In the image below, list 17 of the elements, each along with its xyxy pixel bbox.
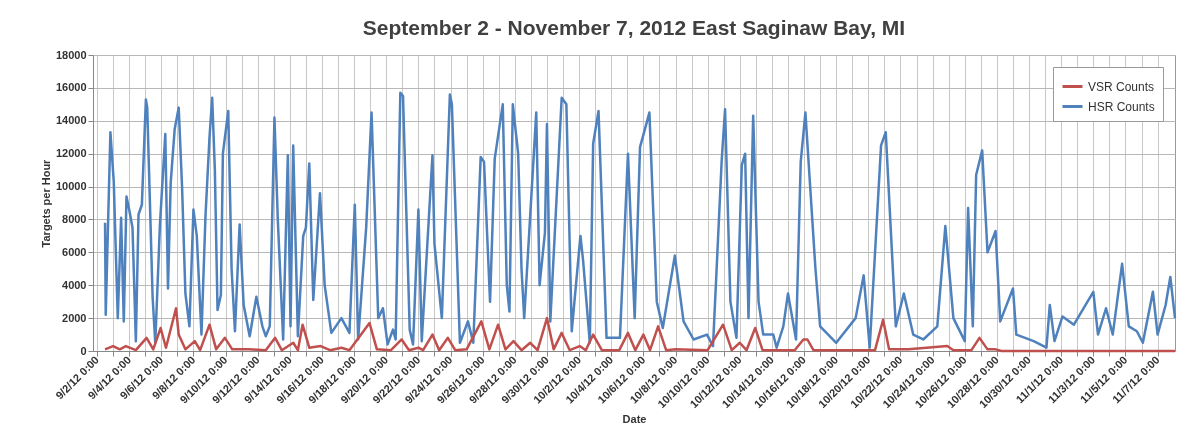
y-tick-label: 10000 [55,180,87,193]
chart-title: September 2 - November 7, 2012 East Saginaw Bay, MI [362,16,906,39]
y-tick-label: 18000 [55,48,87,61]
y-tick-label: 8000 [62,212,87,225]
y-tick-label: 0 [80,344,87,357]
y-tick-label: 4000 [62,278,87,291]
y-tick-label: 16000 [55,81,87,94]
y-tick-label: 14000 [55,114,87,127]
y-tick-label: 6000 [62,245,87,258]
y-axis-title: Targets per Hour [39,158,52,248]
line-series [103,91,1177,349]
y-tick-label: 2000 [62,311,87,324]
legend-label: HSR Counts [1088,99,1155,114]
x-axis-title: Date [622,413,647,426]
legend-label: VSR Counts [1088,79,1155,94]
y-tick-label: 12000 [55,147,87,160]
line-series [103,306,1177,353]
